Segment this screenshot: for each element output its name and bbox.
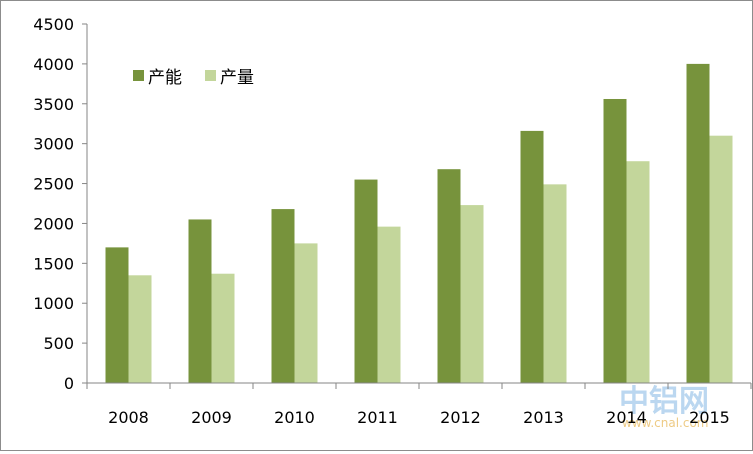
bar-output-2012 bbox=[460, 205, 484, 383]
y-tick-label: 4500 bbox=[33, 15, 74, 34]
x-tick-label: 2015 bbox=[689, 408, 730, 427]
y-tick-label: 0 bbox=[64, 374, 74, 393]
watermark-main-text: 中铝网 bbox=[619, 384, 709, 419]
y-tick-label: 500 bbox=[43, 334, 74, 353]
axes-group: 0 500 1000 1500 2000 2500 3000 3500 4000 4500 2008… bbox=[33, 15, 752, 427]
x-tick-label: 2010 bbox=[274, 408, 315, 427]
watermark: 中铝网 www.cnal.com bbox=[619, 384, 709, 430]
bar-capacity-2013 bbox=[520, 130, 544, 383]
y-tick-label: 4000 bbox=[33, 55, 74, 74]
y-tick-label: 1000 bbox=[33, 294, 74, 313]
y-tick-label: 3000 bbox=[33, 135, 74, 154]
y-tick-label: 1500 bbox=[33, 254, 74, 273]
bars-group bbox=[105, 63, 733, 384]
bar-capacity-2010 bbox=[271, 209, 295, 383]
x-tick-label: 2011 bbox=[357, 408, 398, 427]
bar-capacity-2012 bbox=[437, 169, 461, 383]
legend: 产能 产量 bbox=[133, 68, 254, 88]
legend-label: 产量 bbox=[220, 68, 254, 88]
bar-output-2010 bbox=[294, 243, 318, 383]
bar-capacity-2015 bbox=[686, 63, 710, 384]
x-tick-label: 2012 bbox=[440, 408, 481, 427]
bar-output-2014 bbox=[626, 161, 650, 383]
y-tick-label: 3500 bbox=[33, 95, 74, 114]
x-tick-label: 2013 bbox=[523, 408, 564, 427]
legend-swatch bbox=[205, 70, 216, 81]
bar-capacity-2014 bbox=[603, 98, 627, 383]
y-tick-label: 2500 bbox=[33, 175, 74, 194]
bar-output-2015 bbox=[709, 135, 733, 383]
bar-capacity-2009 bbox=[188, 219, 212, 383]
bar-output-2008 bbox=[128, 275, 152, 383]
legend-swatch bbox=[133, 70, 144, 81]
bar-output-2009 bbox=[211, 273, 235, 383]
y-tick-label: 2000 bbox=[33, 214, 74, 233]
bar-output-2011 bbox=[377, 226, 401, 383]
bar-capacity-2011 bbox=[354, 179, 378, 383]
legend-label: 产能 bbox=[148, 68, 182, 88]
x-tick-label: 2008 bbox=[108, 408, 149, 427]
x-tick-label: 2014 bbox=[606, 408, 647, 427]
x-tick-label: 2009 bbox=[191, 408, 232, 427]
bar-capacity-2008 bbox=[105, 247, 129, 383]
watermark-sub-text: www.cnal.com bbox=[622, 416, 709, 430]
bar-output-2013 bbox=[543, 184, 567, 383]
